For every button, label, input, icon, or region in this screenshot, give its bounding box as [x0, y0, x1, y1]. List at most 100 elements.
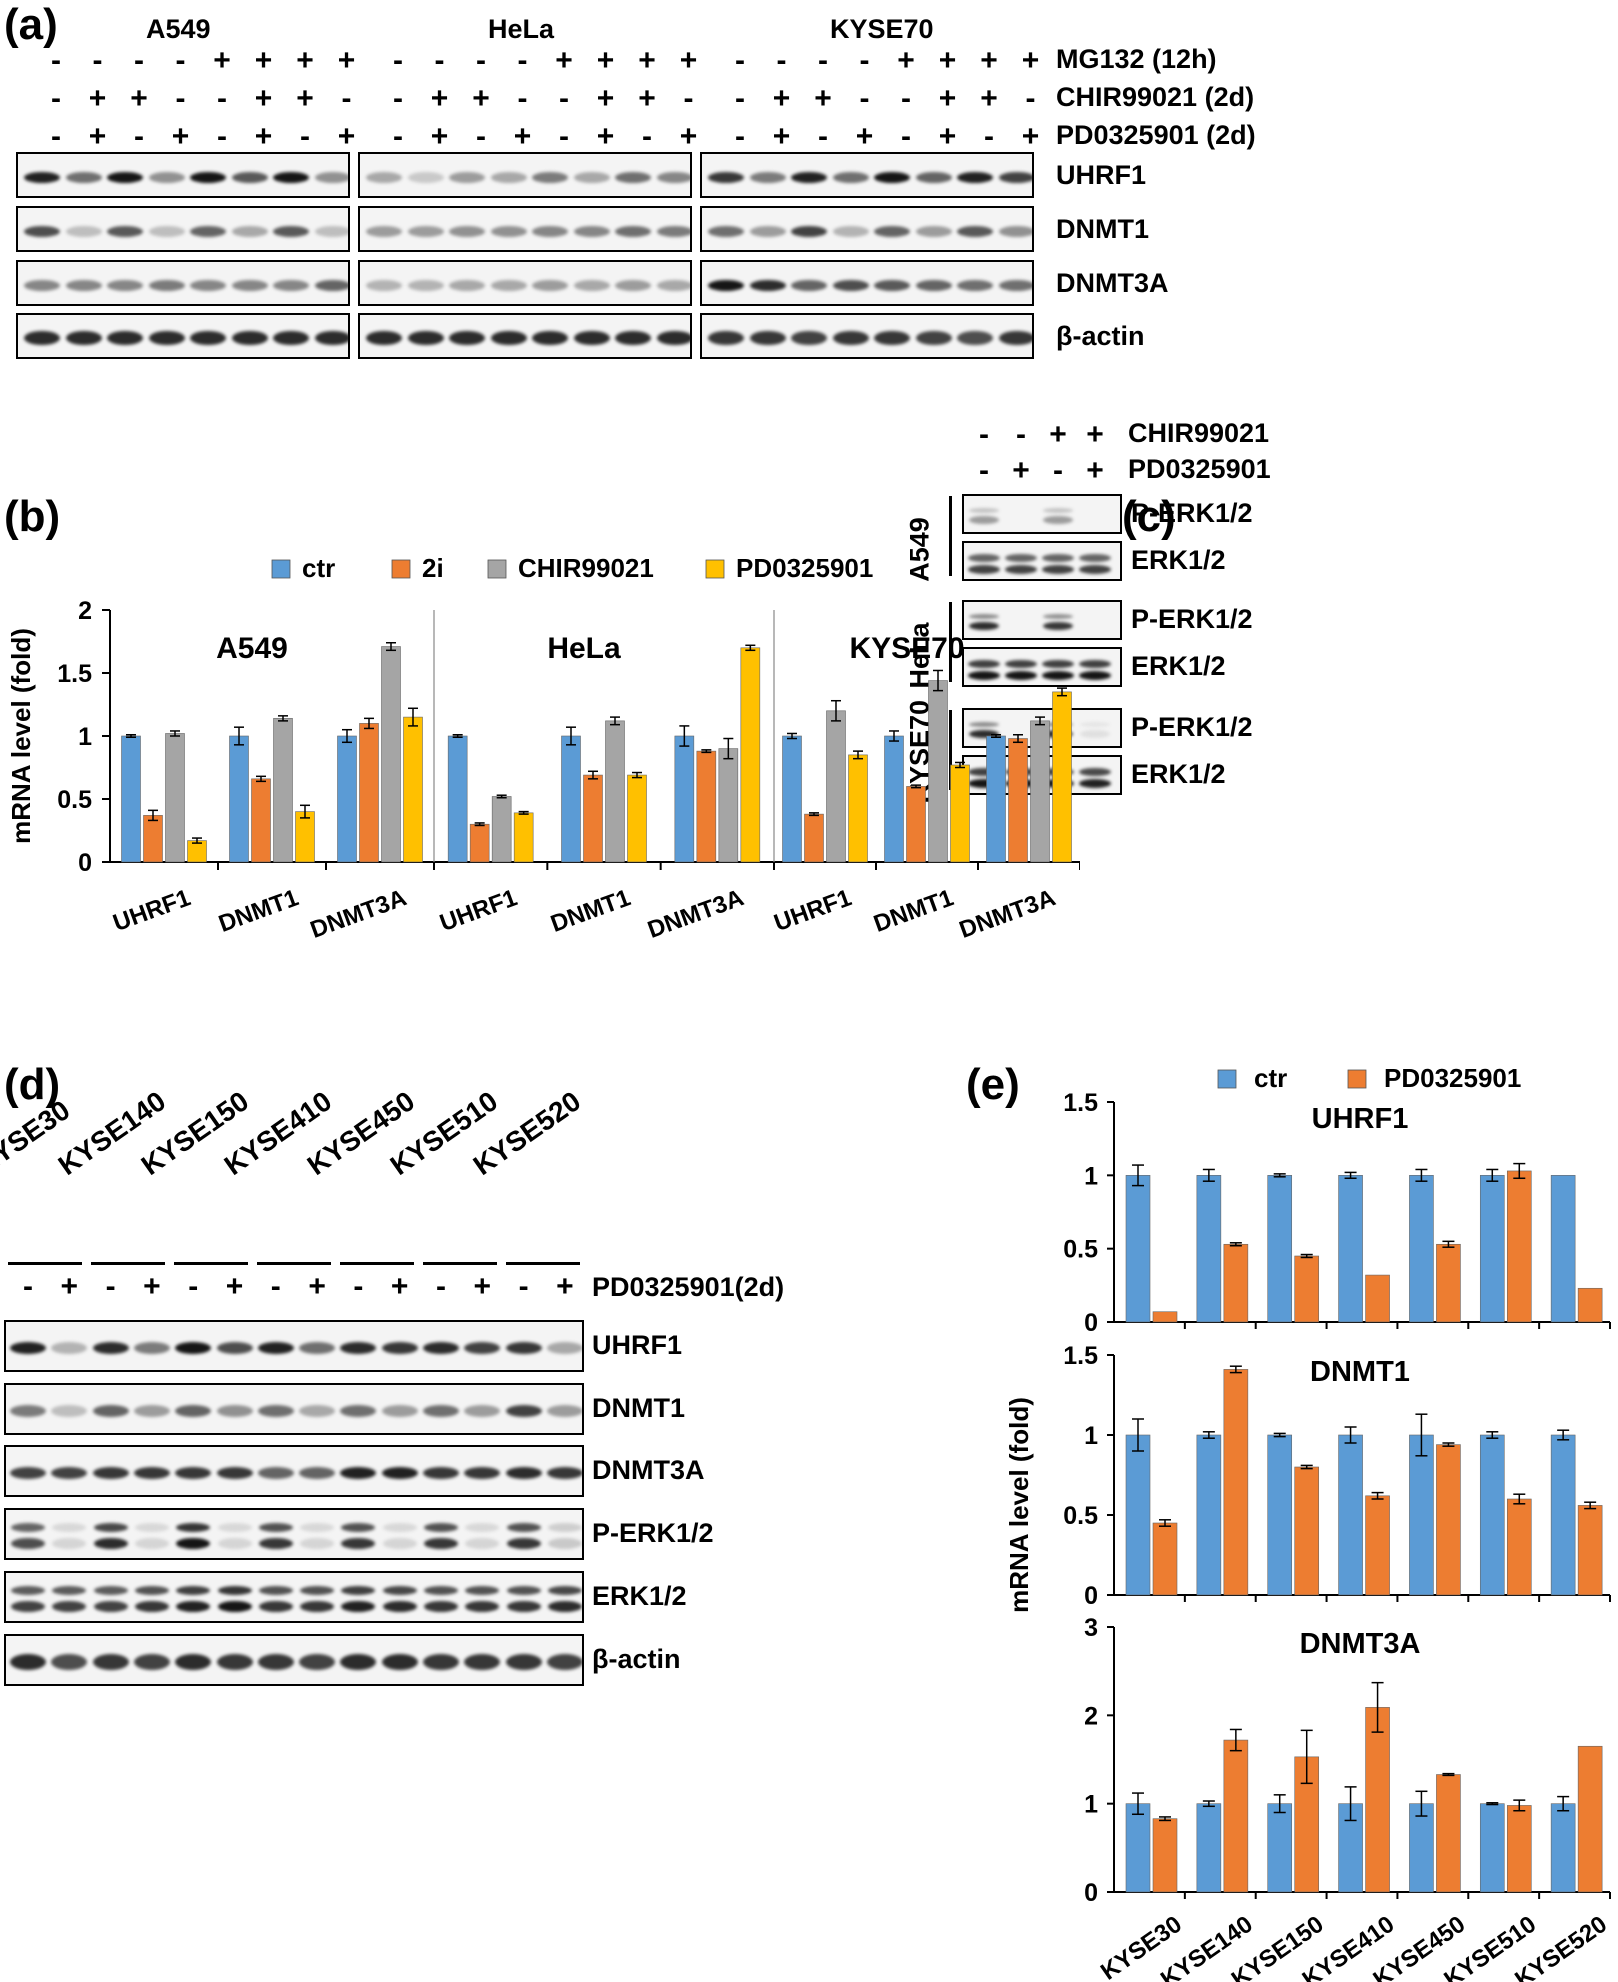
bar [251, 778, 271, 863]
treatment-sign: + [337, 120, 356, 153]
treatment-sign: + [772, 120, 791, 153]
blot-strip [16, 260, 350, 306]
y-tick-label: 1 [78, 723, 92, 751]
x-tick-label: DNMT1 [870, 884, 957, 938]
protein-band [464, 1654, 501, 1670]
legend-label: ctr [1254, 1063, 1287, 1093]
blot-label: UHRF1 [1056, 160, 1147, 190]
treatment-sign: - [559, 82, 569, 115]
bar [1223, 1739, 1249, 1893]
blot-strip [358, 206, 692, 252]
bar [121, 735, 141, 863]
protein-band [341, 1522, 376, 1532]
protein-band [10, 1405, 46, 1417]
treatment-sign: + [596, 120, 615, 153]
treatment-sign: + [855, 120, 874, 153]
bar [143, 815, 163, 863]
y-tick-label: 1.5 [1063, 1089, 1098, 1117]
bar [1125, 1175, 1151, 1323]
protein-band [175, 1467, 212, 1479]
bar [1052, 691, 1072, 863]
protein-band [424, 1522, 458, 1532]
treatment-sign: - [642, 120, 652, 153]
protein-band [832, 331, 869, 345]
bar [1365, 1495, 1390, 1596]
blot-strip [4, 1320, 584, 1372]
protein-band [217, 1585, 252, 1595]
protein-band [968, 660, 1000, 668]
treatment-sign: - [270, 1270, 281, 1303]
protein-band [449, 225, 485, 237]
treatment-sign: + [1021, 120, 1040, 153]
protein-band [749, 279, 786, 291]
treatment-label: PD0325901 [1128, 454, 1271, 484]
panel-label-c: (c) [1122, 492, 1176, 541]
protein-band [423, 1342, 459, 1354]
bar [1577, 1287, 1603, 1323]
bar [447, 735, 468, 863]
protein-band [92, 1467, 129, 1479]
blot-strip [358, 313, 692, 359]
bar [1196, 1434, 1222, 1596]
treatment-sign: - [683, 82, 694, 115]
protein-band [176, 1537, 211, 1549]
protein-band [10, 1467, 46, 1479]
protein-band [957, 279, 993, 291]
panel-e-bar-chart: ctr PD0325901 mRNA level (fold) 0 0.5 1 1.5 UHR… [1004, 1063, 1612, 1982]
treatment-sign: + [171, 120, 190, 153]
protein-band [490, 331, 527, 345]
blot-strip [962, 647, 1122, 687]
protein-band [506, 1537, 541, 1549]
protein-band [874, 279, 910, 291]
blot-label: UHRF1 [592, 1330, 683, 1360]
protein-band [465, 1537, 500, 1549]
bar [986, 735, 1006, 863]
protein-band [65, 171, 102, 183]
protein-band [176, 1522, 211, 1532]
protein-band [257, 1467, 294, 1479]
bar [273, 718, 293, 863]
protein-band [299, 1467, 336, 1479]
blot-strip [700, 260, 1034, 306]
protein-band [708, 225, 744, 237]
protein-band [366, 225, 402, 237]
bar [165, 733, 185, 863]
y-axis-title: mRNA level (fold) [1004, 1397, 1034, 1613]
bar [381, 646, 401, 863]
protein-band [107, 225, 143, 237]
protein-band [176, 1600, 211, 1612]
protein-band [957, 331, 993, 345]
y-tick-label: 0 [78, 849, 92, 877]
protein-band [258, 1585, 293, 1595]
legend-swatch [705, 559, 725, 579]
treatment-sign: - [175, 44, 186, 77]
treatment-sign: + [430, 82, 449, 115]
treatment-sign: - [434, 44, 445, 77]
panel-a-western-blot: A549- - - - + + + + - + + - - + + - - + - + - + - + HeLa - - - - + + + +… [0, 0, 1618, 470]
protein-band [1080, 721, 1110, 727]
cell-line-label: KYSE70 [830, 14, 934, 44]
protein-band [381, 1342, 418, 1354]
bar [583, 774, 603, 863]
protein-band [547, 1600, 582, 1612]
protein-band [506, 1522, 541, 1532]
bar [1223, 1243, 1249, 1323]
protein-band [465, 1600, 500, 1612]
blot-strip [358, 152, 692, 198]
protein-band [216, 1342, 253, 1354]
protein-band [915, 279, 952, 291]
protein-band [175, 1405, 212, 1417]
protein-band [299, 1342, 336, 1354]
protein-band [381, 1405, 418, 1417]
protein-band [258, 1522, 293, 1532]
treatment-sign: + [980, 82, 998, 115]
protein-band [915, 331, 952, 345]
panel-label-e: (e) [966, 1060, 1020, 1109]
protein-band [1005, 660, 1037, 668]
blot-label: P-ERK1/2 [1131, 712, 1253, 742]
protein-band [1079, 768, 1111, 776]
bar [295, 811, 315, 863]
protein-band [1005, 564, 1037, 574]
protein-band [92, 1405, 129, 1417]
protein-band [1079, 660, 1111, 668]
